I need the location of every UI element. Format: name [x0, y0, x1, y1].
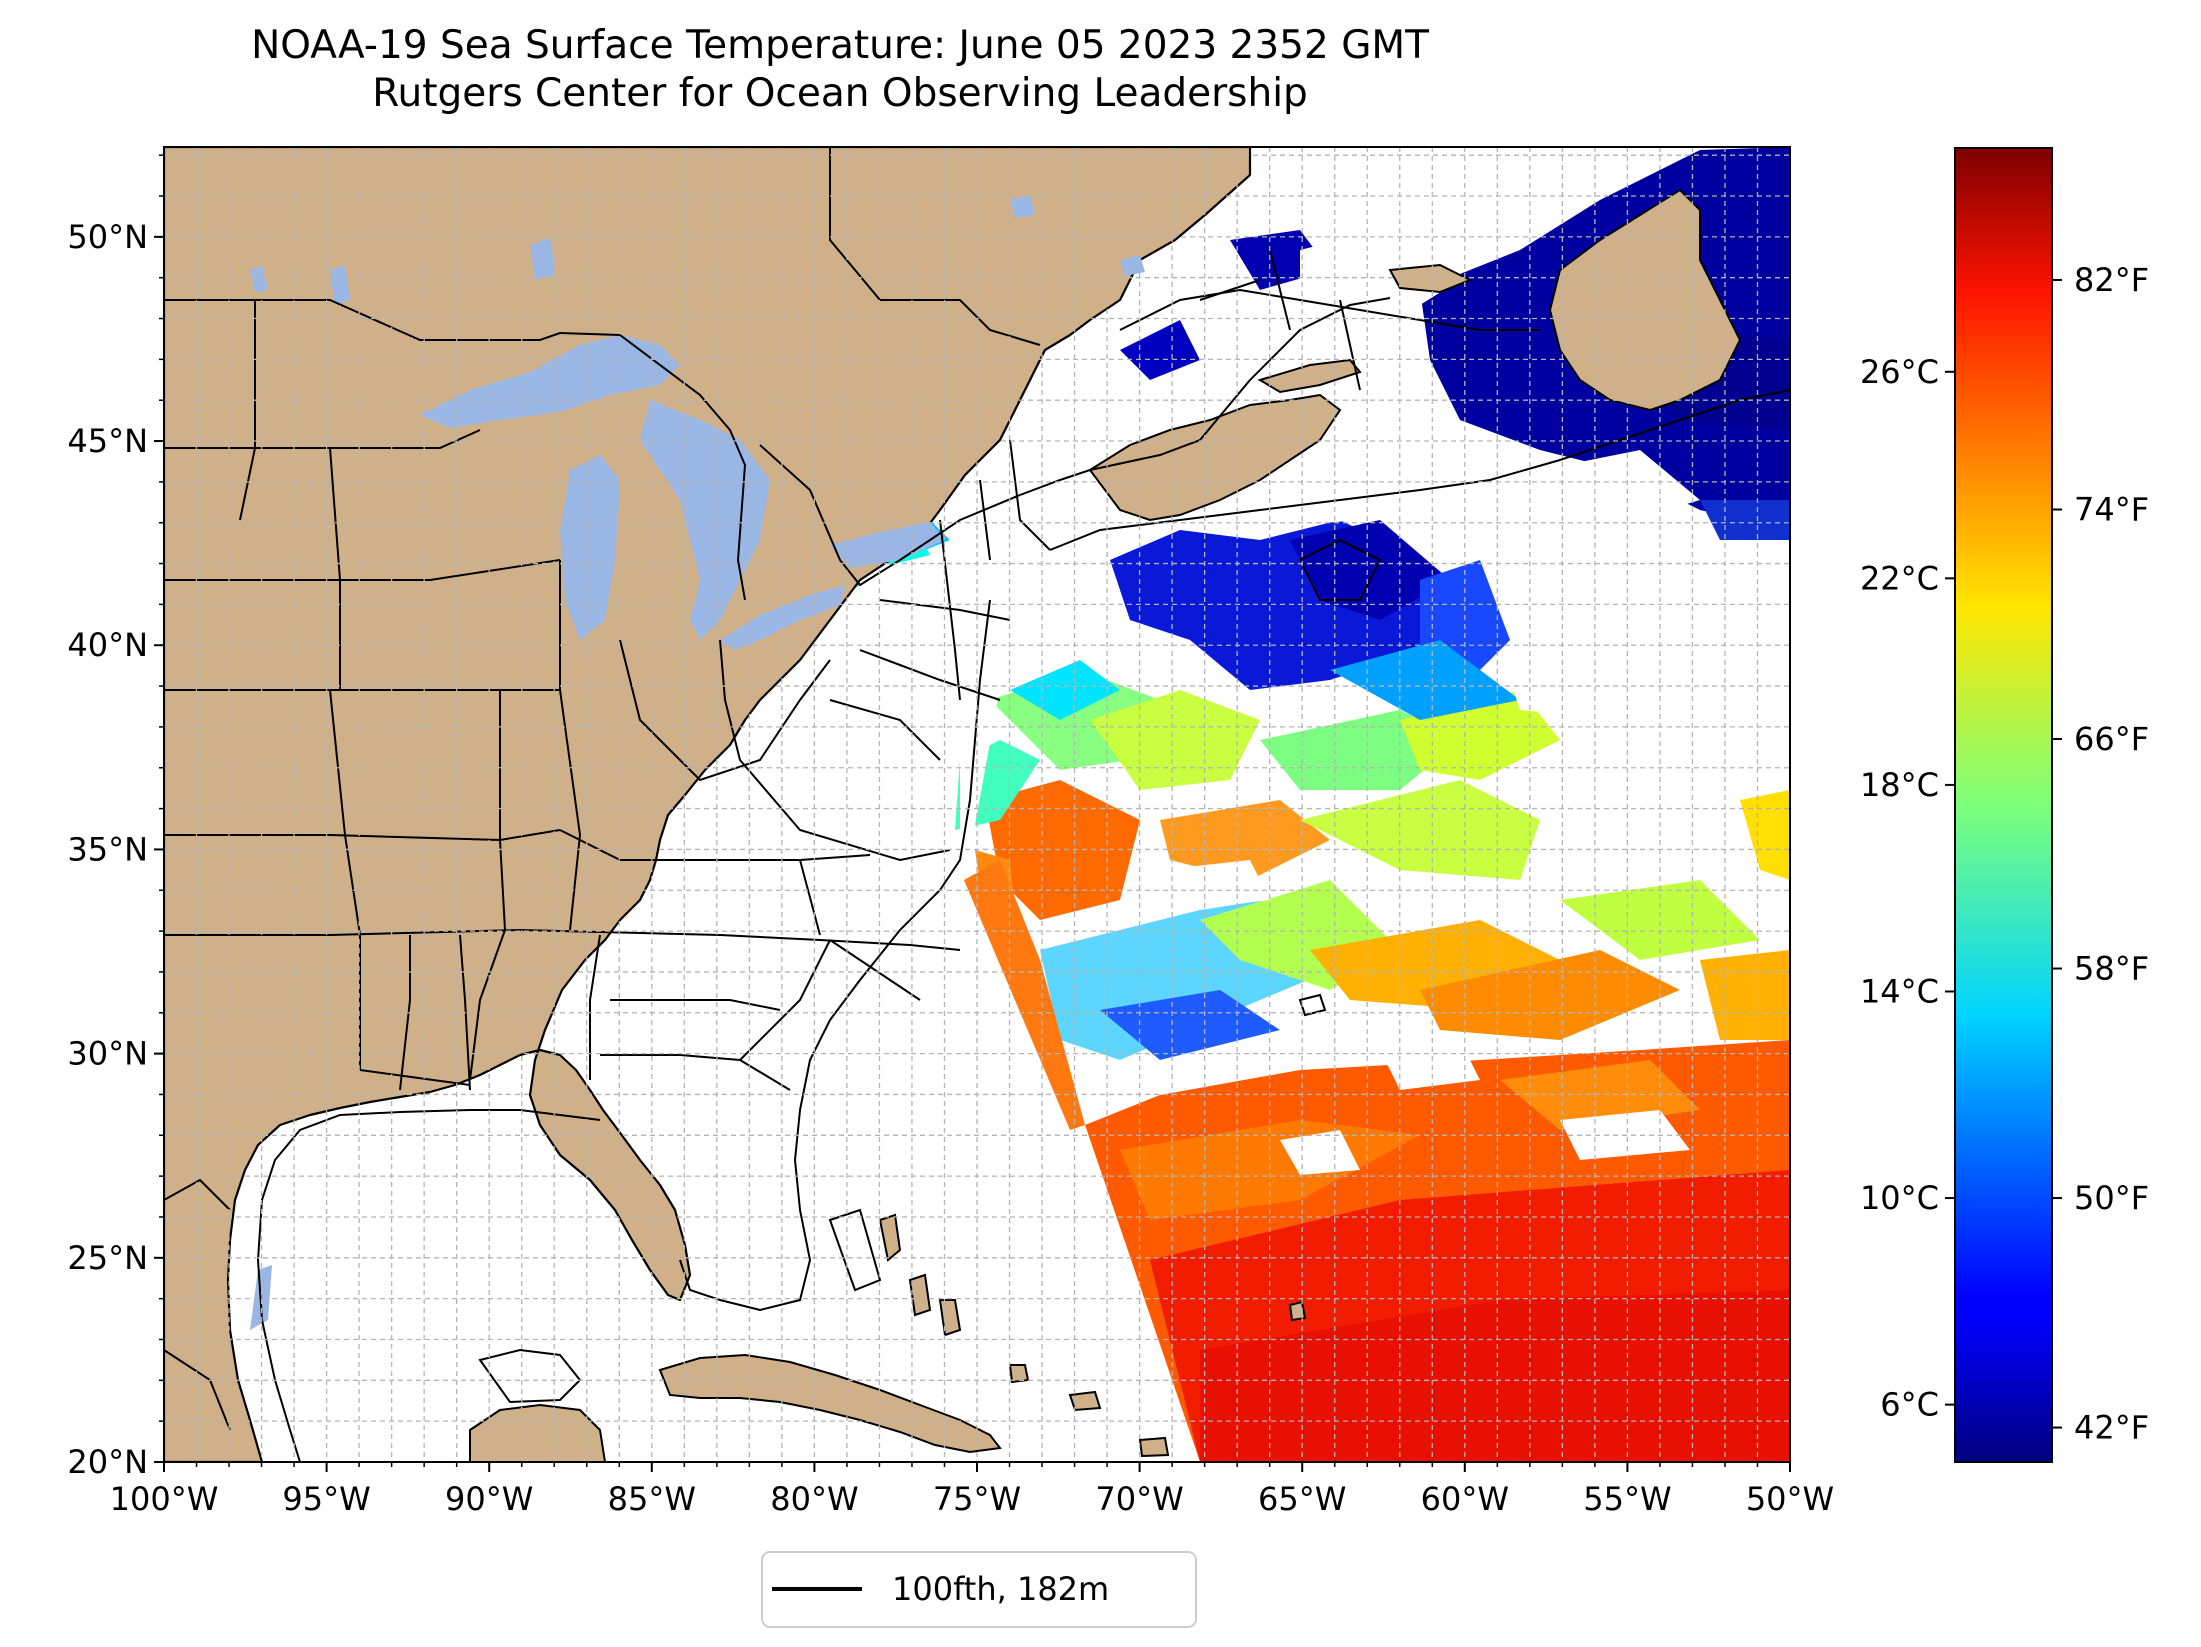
lon-tick-label: 65°W	[1258, 1480, 1346, 1518]
colorbar-f-tick-label: 58°F	[2074, 950, 2149, 988]
political-borders	[164, 147, 1391, 1431]
colorbar-c-tick-label: 22°C	[1860, 559, 1939, 597]
colorbar-f-tick-label: 50°F	[2074, 1179, 2149, 1217]
title-line-1: NOAA-19 Sea Surface Temperature: June 05…	[251, 23, 1429, 68]
legend: 100fth, 182m	[761, 1551, 1197, 1628]
lat-tick-label: 30°N	[67, 1035, 148, 1073]
lat-tick-label: 50°N	[67, 218, 148, 256]
lon-tick-label: 80°W	[770, 1480, 858, 1518]
title-line-2: Rutgers Center for Ocean Observing Leade…	[372, 71, 1308, 116]
lon-tick-label: 75°W	[933, 1480, 1021, 1518]
lon-tick-label: 95°W	[282, 1480, 370, 1518]
lon-tick-label: 100°W	[110, 1480, 219, 1518]
colorbar-c-tick-label: 26°C	[1860, 353, 1939, 391]
colorbar-gradient	[1954, 147, 2053, 1463]
colorbar-c-tick-label: 18°C	[1860, 766, 1939, 804]
colorbar-c-tick-label: 6°C	[1880, 1386, 1939, 1424]
axis-ticks: 100°W 95°W 90°W 85°W 80°W 75°W 70°W 65°W 60°W 55°…	[67, 154, 1834, 1518]
colorbar-c-tick-label: 14°C	[1860, 972, 1939, 1010]
lat-tick-label: 25°N	[67, 1239, 148, 1277]
great-lakes	[250, 195, 1145, 1330]
bahamas-islands	[878, 1213, 1307, 1458]
lat-tick-label: 35°N	[67, 830, 148, 868]
lon-tick-label: 85°W	[608, 1480, 696, 1518]
lon-tick-label: 60°W	[1421, 1480, 1509, 1518]
lon-tick-label: 55°W	[1583, 1480, 1671, 1518]
map-area[interactable]	[164, 147, 1790, 1462]
lon-tick-label: 50°W	[1746, 1480, 1834, 1518]
cuba-land	[658, 1353, 1002, 1454]
lat-tick-label: 45°N	[67, 422, 148, 460]
maritimes-land	[1088, 393, 1342, 522]
graticule	[164, 147, 1790, 1462]
lat-tick-label: 20°N	[67, 1443, 148, 1481]
yucatan-land	[469, 1403, 607, 1462]
legend-label: 100fth, 182m	[892, 1570, 1109, 1608]
colorbar-c-tick-label: 10°C	[1860, 1179, 1939, 1217]
lat-tick-label: 40°N	[67, 626, 148, 664]
colorbar-f-tick-label: 82°F	[2074, 261, 2149, 299]
sst-swath	[725, 147, 1790, 1462]
map-title: NOAA-19 Sea Surface Temperature: June 05…	[0, 22, 1680, 118]
colorbar-f-tick-label: 66°F	[2074, 720, 2149, 758]
lon-tick-label: 70°W	[1095, 1480, 1183, 1518]
colorbar-f-tick-label: 74°F	[2074, 490, 2149, 528]
colorbar-f-tick-label: 42°F	[2074, 1409, 2149, 1447]
lon-tick-label: 90°W	[445, 1480, 533, 1518]
colorbar: 42°F 50°F 58°F 66°F 74°F 82°F 6°C 10°C 14°C 18°C 2…	[1860, 147, 2149, 1463]
isobath-100fth	[256, 288, 1790, 1462]
